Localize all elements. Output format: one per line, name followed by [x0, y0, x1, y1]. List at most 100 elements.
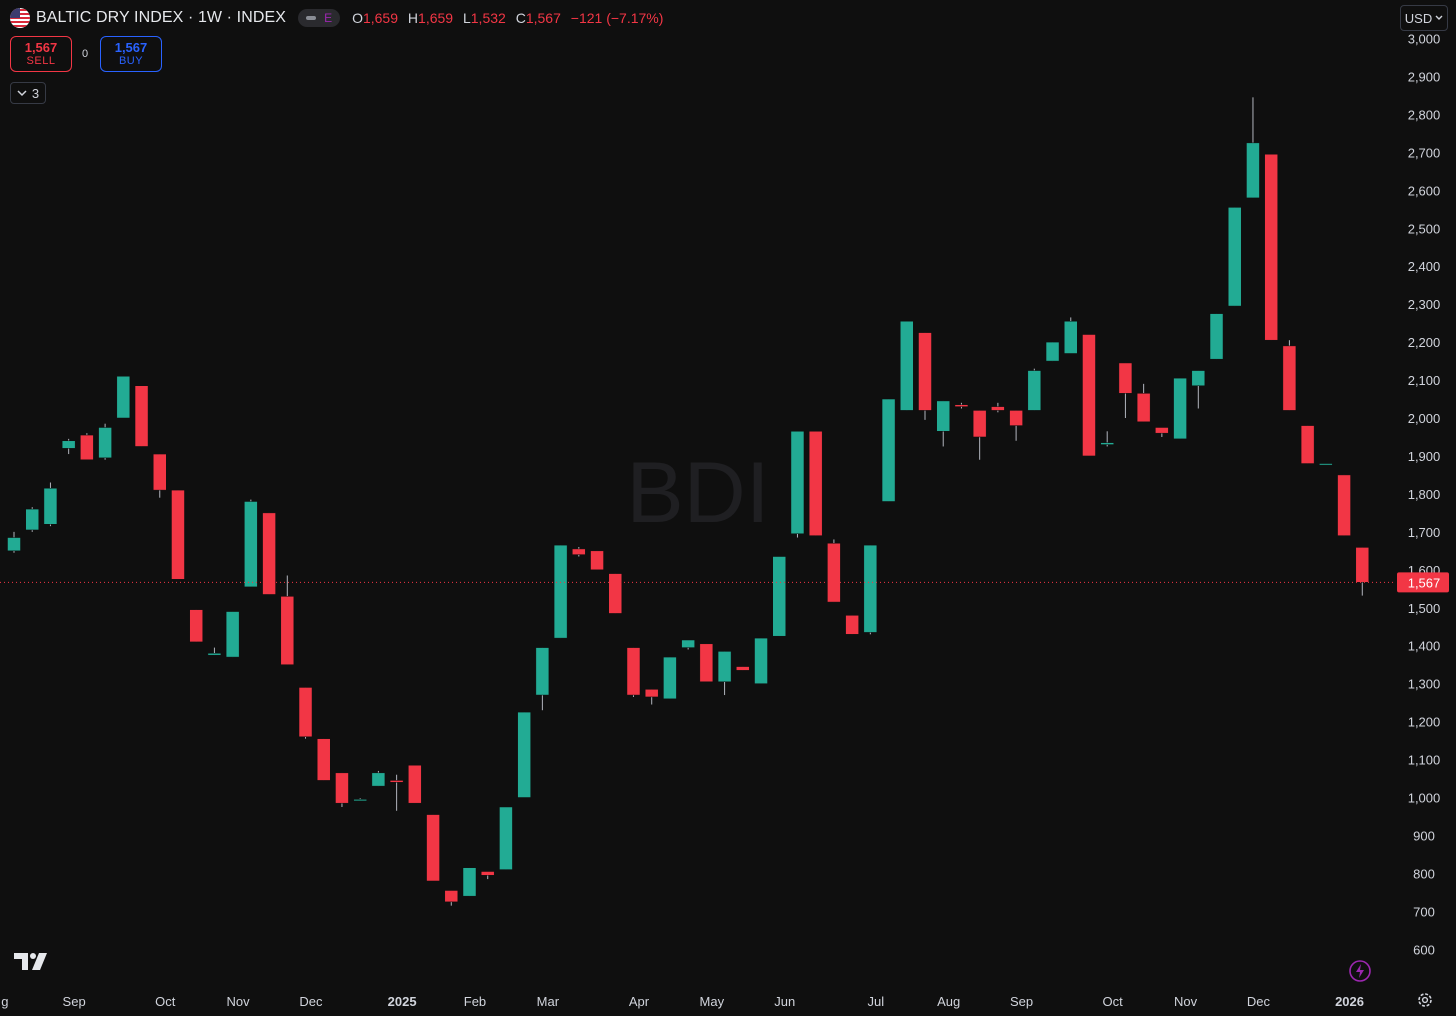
candle — [535, 647, 550, 711]
y-tick-label: 600 — [1413, 942, 1435, 957]
candle — [608, 573, 623, 614]
candle — [1100, 431, 1114, 447]
candle — [316, 738, 331, 781]
y-tick-label: 2,400 — [1408, 259, 1441, 274]
spread-value: 0 — [82, 48, 89, 60]
candle-body — [991, 406, 1005, 411]
tradingview-logo-icon[interactable] — [14, 950, 50, 972]
indicators-count: 3 — [31, 85, 40, 101]
candle — [699, 643, 714, 683]
candle-body — [1173, 377, 1187, 440]
candle-body — [1191, 370, 1206, 386]
candle — [1027, 368, 1042, 411]
candle — [1264, 153, 1278, 341]
x-tick-label: 2026 — [1335, 994, 1364, 1009]
candle — [353, 798, 367, 802]
candle — [790, 431, 805, 538]
y-tick-label: 2,100 — [1408, 373, 1441, 388]
candle-body — [262, 512, 276, 595]
candle-body — [1100, 442, 1114, 445]
candle — [1173, 377, 1187, 440]
y-tick-label: 1,500 — [1408, 601, 1441, 616]
x-tick-label: Oct — [155, 994, 176, 1009]
indicators-toggle[interactable]: 3 — [10, 82, 46, 104]
x-tick-label: Dec — [1247, 994, 1271, 1009]
candle-body — [1009, 410, 1023, 426]
candle-body — [371, 772, 386, 787]
candle-body — [1027, 370, 1042, 411]
candle — [1319, 463, 1333, 466]
candle-body — [1209, 313, 1224, 360]
candle-body — [590, 550, 604, 571]
y-tick-label: 3,000 — [1408, 32, 1441, 47]
ohlc-values: O1,659 H1,659 L1,532 C1,567 −121 (−7.17%… — [352, 10, 669, 26]
candle-body — [754, 637, 768, 684]
symbol-header[interactable]: BALTIC DRY INDEX · 1W · INDEX E O1,659 H… — [10, 7, 669, 29]
currency-selector[interactable]: USD — [1400, 5, 1448, 31]
close-value: 1,567 — [525, 10, 561, 26]
candle-body — [1337, 474, 1351, 536]
buy-label: BUY — [118, 55, 144, 67]
candle — [954, 402, 969, 409]
candle — [298, 687, 313, 739]
candle — [1355, 547, 1370, 596]
x-tick-label: Dec — [299, 994, 323, 1009]
symbol-title[interactable]: BALTIC DRY INDEX · 1W · INDEX — [36, 9, 287, 26]
x-tick-label: Apr — [629, 994, 650, 1009]
candle — [1009, 410, 1023, 441]
candle-body — [772, 556, 786, 637]
open-value: 1,659 — [362, 10, 399, 26]
candle-body — [207, 653, 222, 656]
candle — [736, 666, 750, 671]
candle-body — [900, 320, 914, 411]
candle — [808, 431, 823, 536]
candle-body — [954, 404, 969, 407]
exchange-badge: E — [324, 11, 333, 25]
market-status-pill[interactable]: E — [298, 9, 341, 27]
candle — [244, 499, 258, 588]
sell-button[interactable]: 1,567 SELL — [10, 36, 72, 72]
candle — [991, 402, 1005, 413]
candle — [499, 806, 513, 870]
candle-body — [1064, 320, 1078, 354]
x-axis[interactable]: g Sep Oct Nov Dec 2025 Feb Mar Apr May Jun Jul Aug Se… — [1, 994, 1364, 1009]
candle — [389, 774, 404, 811]
candle — [1155, 427, 1169, 437]
candle — [717, 651, 732, 696]
candle — [80, 433, 94, 460]
candle-body — [699, 643, 714, 683]
sell-label: SELL — [26, 55, 56, 67]
candle-body — [808, 431, 823, 536]
x-tick-label: Oct — [1103, 994, 1124, 1009]
gear-icon[interactable] — [1416, 991, 1434, 1009]
candle — [626, 647, 641, 697]
candle — [1191, 370, 1206, 409]
candle — [426, 814, 440, 882]
y-tick-label: 1,200 — [1408, 715, 1441, 730]
candle-body — [572, 548, 586, 555]
candle — [1136, 383, 1151, 423]
candle-body — [918, 332, 932, 411]
candle-body — [1227, 207, 1242, 307]
candle-body — [535, 647, 550, 696]
buy-button[interactable]: 1,567 BUY — [100, 36, 162, 72]
sell-price: 1,567 — [24, 40, 58, 55]
candle — [189, 609, 203, 643]
candle — [43, 482, 58, 527]
candle — [772, 556, 786, 637]
y-tick-label: 2,200 — [1408, 335, 1441, 350]
buy-price: 1,567 — [114, 40, 148, 55]
candle — [280, 575, 295, 665]
candle — [262, 512, 276, 595]
candle-body — [61, 440, 76, 449]
candle — [681, 639, 695, 650]
candle-body — [244, 501, 258, 588]
candle — [1064, 317, 1078, 354]
lightning-icon[interactable] — [1348, 959, 1372, 983]
chevron-down-icon — [1435, 15, 1443, 20]
currency-label: USD — [1404, 10, 1433, 26]
candle — [663, 656, 677, 700]
y-axis[interactable]: 3,000 2,900 2,800 2,700 2,600 2,500 2,400 2,300… — [1408, 32, 1441, 958]
candle — [918, 332, 932, 420]
